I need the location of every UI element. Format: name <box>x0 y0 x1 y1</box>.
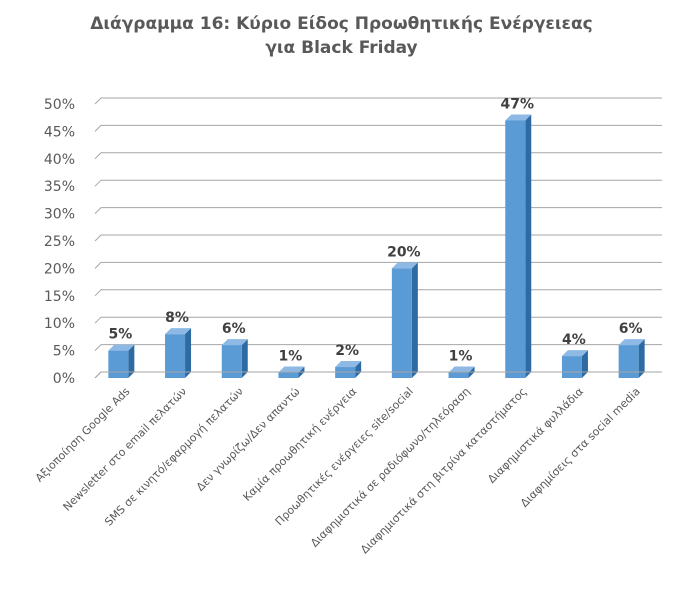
bar <box>561 350 588 378</box>
x-tick-label: Διαφημίσεις στα social media <box>518 385 643 510</box>
bar-top <box>448 366 475 373</box>
bar-side <box>128 344 135 378</box>
chart-title: Διάγραμμα 16: Κύριο Είδος Προωθητικής Εν… <box>0 12 683 60</box>
bar-top <box>335 361 362 368</box>
floor-line <box>94 371 662 379</box>
bar-side <box>355 361 362 378</box>
gridline <box>94 124 662 132</box>
bar <box>335 361 362 378</box>
bar-front <box>561 356 582 378</box>
bar-top <box>165 328 192 335</box>
data-label: 47% <box>500 96 534 112</box>
y-tick-label: 10% <box>44 316 75 332</box>
y-tick-label: 20% <box>44 261 75 277</box>
bar-top <box>561 350 588 357</box>
bar-front <box>165 334 186 378</box>
gridline <box>94 152 662 160</box>
bar-top <box>278 366 305 373</box>
y-tick-label: 45% <box>44 124 75 140</box>
bar-front <box>108 350 129 378</box>
gridline <box>94 289 662 297</box>
bar-side <box>638 339 645 378</box>
data-label: 2% <box>335 343 359 359</box>
x-tick-label: Καμία προωθητική ενέργεια <box>241 385 360 504</box>
data-label: 6% <box>619 321 643 337</box>
x-tick-label: Newsletter στο email πελατών <box>61 385 190 514</box>
y-tick-label: 35% <box>44 179 75 195</box>
x-tick-label: Δεν γνωρίζω/Δεν απαντώ <box>194 385 303 494</box>
bar <box>221 339 248 378</box>
y-tick-label: 0% <box>53 371 75 387</box>
bar <box>165 328 192 378</box>
gridline <box>94 179 662 187</box>
bar-top <box>618 339 645 346</box>
bar <box>391 262 418 378</box>
gridline <box>94 97 662 105</box>
y-tick-label: 5% <box>53 344 75 360</box>
chart-title-line-1: Διάγραμμα 16: Κύριο Είδος Προωθητικής Εν… <box>90 14 593 34</box>
data-label: 4% <box>562 332 586 348</box>
gridline <box>94 261 662 269</box>
x-tick-label: Αξιοποίηση Google Ads <box>33 385 133 485</box>
bar-front <box>448 372 469 378</box>
y-tick-label: 30% <box>44 207 75 223</box>
data-label: 1% <box>449 349 473 365</box>
bar-front <box>618 345 639 378</box>
bar-front <box>391 268 412 378</box>
bar <box>505 114 532 378</box>
bar <box>108 344 135 378</box>
bar-side <box>411 262 418 378</box>
y-tick-label: 40% <box>44 152 75 168</box>
data-label: 5% <box>108 327 132 343</box>
bar-top <box>391 262 418 269</box>
data-label: 20% <box>387 244 421 260</box>
bar-top <box>221 339 248 346</box>
bar <box>618 339 645 378</box>
bar-front <box>335 367 356 378</box>
data-label: 1% <box>279 349 303 365</box>
bar-top <box>108 344 135 351</box>
gridline <box>94 234 662 242</box>
bar-side <box>241 339 248 378</box>
gridline <box>94 316 662 324</box>
bar-side <box>581 350 588 378</box>
bar-top <box>505 114 532 121</box>
bar-front <box>278 372 299 378</box>
y-tick-label: 50% <box>44 97 75 113</box>
bar-front <box>221 345 242 378</box>
bar-side <box>525 114 532 378</box>
bar-side <box>185 328 192 378</box>
data-label: 8% <box>165 310 189 326</box>
y-tick-label: 25% <box>44 234 75 250</box>
gridline <box>94 344 662 351</box>
gridline <box>94 207 662 214</box>
bar-front <box>505 120 526 378</box>
x-tick-label: Διαφημιστικά φυλλάδια <box>485 385 586 486</box>
y-tick-label: 15% <box>44 289 75 305</box>
data-label: 6% <box>222 321 246 337</box>
chart-title-line-2: για Black Friday <box>265 38 418 58</box>
